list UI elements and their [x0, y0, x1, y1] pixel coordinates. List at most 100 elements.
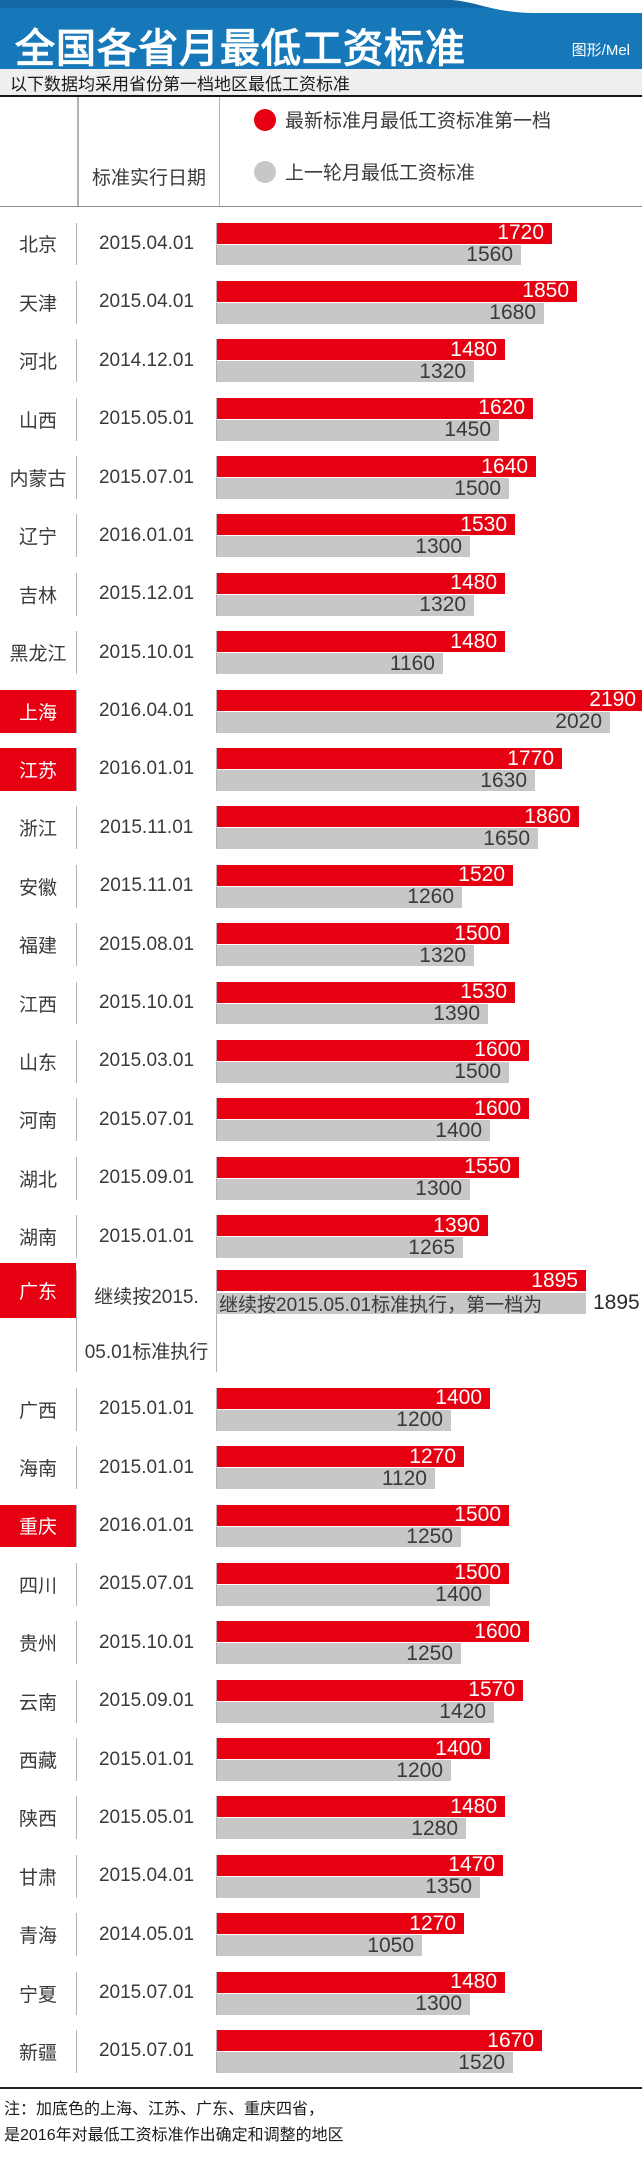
- table-bottom-line: [0, 2086, 642, 2089]
- bar-old: 1560: [217, 243, 521, 266]
- date-label: 2015.04.01: [98, 291, 195, 313]
- column-divider: [77, 97, 79, 206]
- date-label: 2016.04.01: [98, 700, 195, 722]
- bar-old-value: 1680: [489, 301, 536, 324]
- bar-new-value: 1500: [454, 923, 501, 945]
- date-label: 2015.10.01: [98, 992, 195, 1014]
- table-row: 四川 2015.07.01 1500 1400: [0, 1547, 642, 1606]
- subtitle-text: 以下数据均采用省份第一档地区最低工资标准: [10, 74, 350, 94]
- rows: 北京 2015.04.01 1720 1560 天津 2015.04.01 1850 1680…: [0, 207, 642, 2073]
- table-row: 河南 2015.07.01 1600 1400: [0, 1083, 642, 1142]
- province-cell: 四川: [0, 1562, 77, 1606]
- bars-cell: 1480 1320: [217, 572, 642, 616]
- bar-new-value: 1500: [454, 1504, 501, 1527]
- province-cell: 山西: [0, 397, 77, 441]
- bar-old: 1300: [217, 1992, 470, 2015]
- bar-new-value: 1550: [464, 1156, 511, 1179]
- bar-new-value: 1720: [497, 222, 544, 245]
- bar-old-value: 1500: [454, 476, 501, 499]
- province-label: 河北: [18, 352, 57, 374]
- bars-cell: 1400 1200: [217, 1387, 642, 1431]
- bars-cell: 1480 1300: [217, 1971, 642, 2015]
- bar-new: 1500: [217, 1562, 509, 1584]
- bar-new: 1895: [217, 1270, 586, 1292]
- bar-new-value: 1270: [409, 1446, 456, 1468]
- province-cell: 青海: [0, 1913, 77, 1957]
- date-cell: 2016.04.01: [77, 689, 217, 733]
- bar-new: 1470: [217, 1854, 503, 1876]
- bar-old: 1320: [217, 944, 474, 967]
- bar-new: 1480: [217, 1796, 505, 1818]
- table-row: 福建 2015.08.01 1500 1320: [0, 908, 642, 967]
- bar-new-value: 1530: [460, 981, 507, 1004]
- date-label: 2015.04.01: [98, 1865, 195, 1887]
- bar-new-value: 1400: [435, 1738, 482, 1760]
- date-label: 2015.07.01: [98, 1108, 195, 1130]
- date-label: 2015.01.01: [98, 1398, 195, 1420]
- bar-old: 1200: [217, 1759, 451, 1781]
- date-label: 2015.08.01: [98, 933, 195, 955]
- gray-dot-icon: [254, 160, 276, 183]
- bar-old: 1160: [217, 652, 443, 675]
- bars-cell: 1500 1250: [217, 1504, 642, 1548]
- subtitle-band: 以下数据均采用省份第一档地区最低工资标准: [0, 69, 642, 97]
- date-label: 2016.01.01: [98, 524, 195, 546]
- bar-new: 1520: [217, 864, 513, 886]
- province-label: 山东: [18, 1052, 57, 1074]
- bars-cell: 1620 1450: [217, 397, 642, 441]
- date-cell: 2016.01.01: [77, 748, 217, 791]
- bar-new: 1390: [217, 1215, 488, 1237]
- province-cell: 甘肃: [0, 1854, 77, 1898]
- bar-new-value: 1600: [474, 1098, 521, 1120]
- bar-new-value: 1770: [507, 748, 554, 770]
- table-row: 北京 2015.04.01 1720 1560: [0, 207, 642, 266]
- province-label: 吉林: [18, 585, 57, 607]
- date-label: 2016.01.01: [98, 758, 195, 780]
- table-row: 新疆 2015.07.01 1670 1520: [0, 2015, 642, 2073]
- date-cell: 2015.07.01: [77, 1971, 217, 2015]
- bar-old: 1260: [217, 885, 462, 908]
- province-label: 湖北: [18, 1169, 57, 1191]
- bars-cell: 1480 1280: [217, 1796, 642, 1840]
- date-label: 2016.01.01: [98, 1514, 195, 1536]
- province-cell: 天津: [0, 280, 77, 324]
- bar-new: 1600: [217, 1098, 529, 1120]
- bars-cell: 1640 1500: [217, 456, 642, 499]
- date-cell: 2016.01.01: [77, 514, 217, 558]
- province-label: 广西: [18, 1400, 57, 1422]
- bar-old-value: 1650: [483, 826, 530, 850]
- date-label: 2015.07.01: [98, 2040, 195, 2062]
- province-label: 西藏: [18, 1751, 57, 1772]
- date-cell: 继续按2015. 05.01标准执行: [77, 1270, 217, 1373]
- table-row: 内蒙古 2015.07.01 1640 1500: [0, 441, 642, 499]
- note-line: 是2016年对最低工资标准作出确定和调整的地区: [4, 2126, 344, 2144]
- date-cell: 2015.04.01: [77, 1854, 217, 1898]
- bar-old-value: 1300: [415, 1992, 462, 2015]
- table-row: 上海 2016.04.01 2190 2020: [0, 674, 642, 733]
- date-label: 2014.05.01: [98, 1923, 195, 1945]
- province-label: 宁夏: [18, 1984, 57, 2006]
- bar-old: 1320: [217, 360, 474, 383]
- date-cell: 2015.07.01: [77, 1562, 217, 1606]
- bar-new-value: 1640: [481, 456, 528, 478]
- province-label: 上海: [18, 702, 57, 724]
- table-row: 广西 2015.01.01 1400 1200: [0, 1372, 642, 1431]
- province-cell: 海南: [0, 1446, 77, 1489]
- table-row: 浙江 2015.11.01 1860 1650: [0, 791, 642, 850]
- legend-label-old: 上一轮月最低工资标准: [285, 163, 476, 184]
- bar-old: 2020: [217, 710, 610, 733]
- bar-old-value: 1300: [415, 534, 462, 558]
- bar-old: 1500: [217, 476, 509, 499]
- bar-old-value: 1050: [367, 1933, 414, 1957]
- province-label: 福建: [18, 936, 57, 958]
- province-highlight-chip: 广东: [0, 1263, 76, 1319]
- bar-new: 1530: [217, 981, 515, 1004]
- legend-entry-new: 最新标准月最低工资标准第一档: [254, 106, 551, 133]
- bar-new-value: 1860: [524, 806, 571, 828]
- date-cell: 2015.04.01: [77, 280, 217, 324]
- bars-cell: 1270 1120: [217, 1446, 642, 1489]
- bar-new-value: 1480: [450, 631, 497, 653]
- table-row: 山西 2015.05.01 1620 1450: [0, 382, 642, 441]
- date-cell: 2015.10.01: [77, 981, 217, 1025]
- bars-cell: 1390 1265: [217, 1215, 642, 1259]
